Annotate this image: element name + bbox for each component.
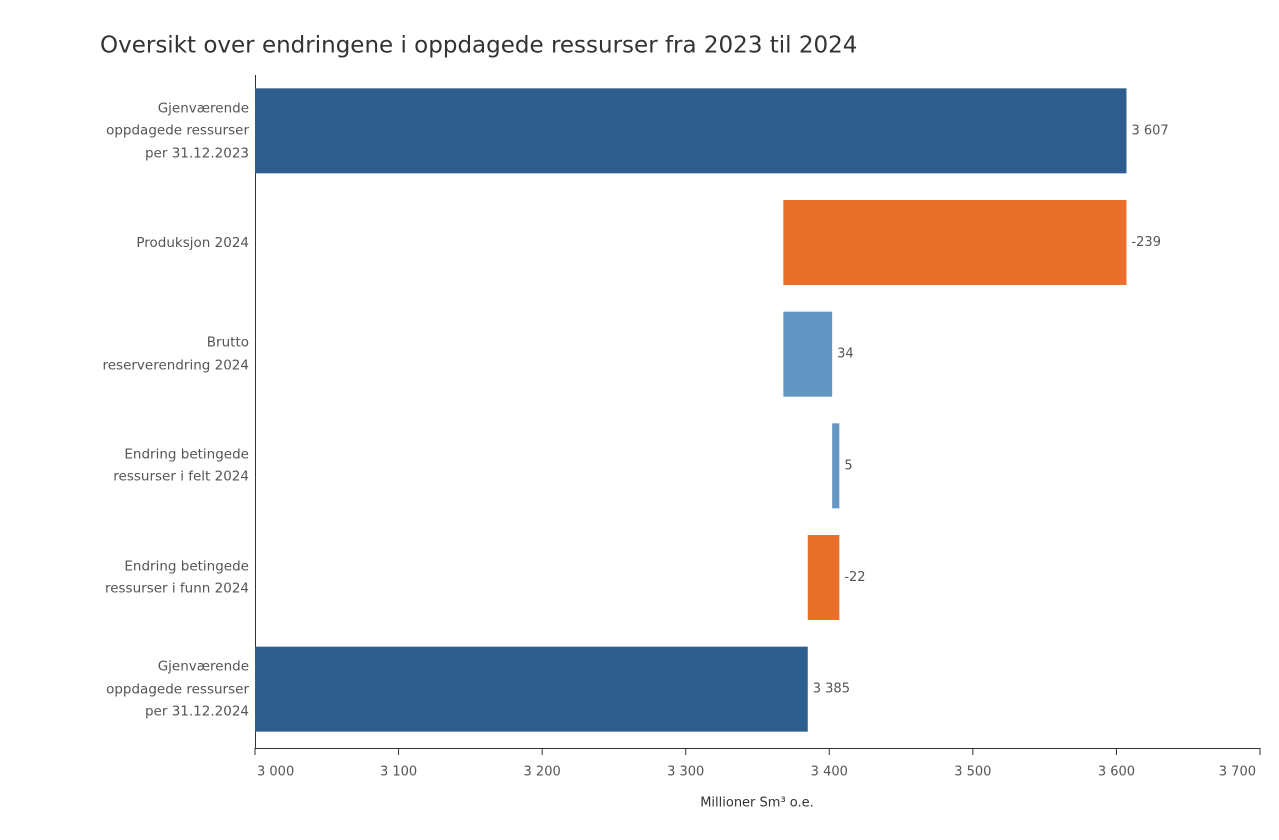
y-tick-label: Gjenværende oppdagede ressurser per 31.1…	[106, 100, 249, 162]
value-label: 3 385	[813, 682, 850, 697]
x-axis-label: Millioner Sm³ o.e.	[700, 796, 814, 811]
x-tick-label: 3 400	[811, 765, 848, 780]
value-label: 5	[844, 458, 852, 473]
value-label: 3 607	[1131, 123, 1168, 138]
x-tick-label: 3 300	[667, 765, 704, 780]
bar	[255, 88, 1127, 174]
bar	[255, 646, 808, 732]
bar	[832, 423, 840, 509]
x-tick-label: 3 700	[1219, 765, 1256, 780]
x-tick-label: 3 500	[954, 765, 991, 780]
y-tick-label: Endring betingede ressurser i felt 2024	[113, 446, 249, 485]
bar	[807, 535, 840, 620]
bar	[783, 311, 833, 397]
value-label: -239	[1131, 235, 1161, 250]
x-tick-label: 3 600	[1098, 765, 1135, 780]
value-label: -22	[844, 570, 865, 585]
x-tick-label: 3 100	[380, 765, 417, 780]
y-tick-label: Brutto reserverendring 2024	[102, 334, 249, 374]
bar	[783, 200, 1127, 285]
y-tick-label: Produksjon 2024	[136, 234, 249, 251]
x-tick-label: 3 200	[524, 765, 561, 780]
x-tick-label: 3 000	[257, 765, 294, 780]
y-tick-label: Gjenværende oppdagede ressurser per 31.1…	[106, 658, 249, 720]
value-label: 34	[837, 347, 854, 362]
chart-title: Oversikt over endringene i oppdagede res…	[100, 33, 857, 59]
y-tick-label: Endring betingede ressurser i funn 2024	[104, 558, 249, 597]
